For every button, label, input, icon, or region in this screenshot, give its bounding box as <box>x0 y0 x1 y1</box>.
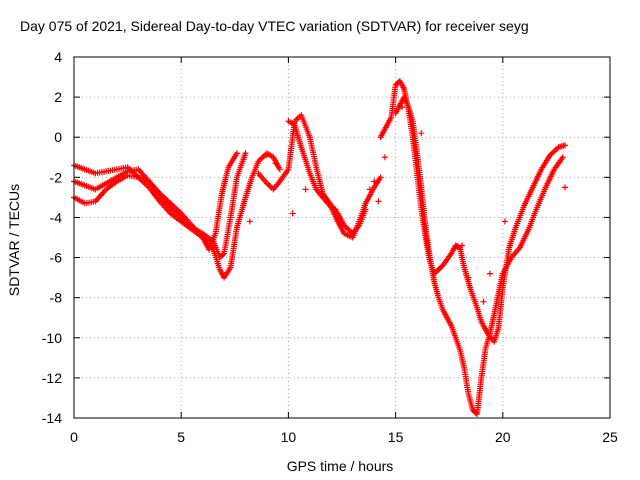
data-point <box>276 166 283 173</box>
data-point <box>332 206 339 213</box>
y-tick-label: -2 <box>50 169 63 185</box>
data-point <box>220 251 227 258</box>
grid-lines <box>74 57 610 418</box>
y-tick-label: -12 <box>42 370 62 386</box>
data-point <box>381 154 388 161</box>
data-points <box>71 78 568 417</box>
data-point <box>561 184 568 191</box>
x-tick-label: 25 <box>602 429 618 445</box>
data-point <box>371 178 378 185</box>
data-point <box>473 409 479 416</box>
y-tick-label: -8 <box>50 290 63 306</box>
data-point <box>366 186 373 193</box>
data-point <box>399 104 406 111</box>
y-tick-label: 2 <box>54 89 62 105</box>
x-axis-label: GPS time / hours <box>286 458 394 474</box>
data-point <box>418 130 425 137</box>
x-tick-label: 0 <box>70 429 78 445</box>
y-tick-label: -10 <box>42 330 62 346</box>
tick-labels: 0 5 10 15 20 25 -14 -12 -10 -8 -6 -4 -2 0 2 4 <box>42 49 618 445</box>
data-point <box>486 270 493 277</box>
y-tick-label: 4 <box>54 49 62 65</box>
axis-ticks <box>73 56 611 419</box>
data-point <box>233 150 240 157</box>
data-point <box>240 202 247 209</box>
data-point <box>272 160 279 167</box>
data-point <box>377 174 384 181</box>
data-point <box>246 218 253 225</box>
plot-frame <box>73 56 611 419</box>
x-tick-label: 5 <box>177 429 185 445</box>
data-point <box>242 150 249 157</box>
y-tick-label: -6 <box>50 250 63 266</box>
data-point <box>375 198 382 205</box>
data-point <box>480 298 487 305</box>
data-point <box>559 154 566 161</box>
y-tick-label: -4 <box>50 209 63 225</box>
chart-title: Day 075 of 2021, Sidereal Day-to-day VTE… <box>20 18 529 34</box>
y-tick-label: 0 <box>54 129 62 145</box>
x-tick-label: 15 <box>388 429 404 445</box>
data-point <box>459 242 466 249</box>
data-point <box>302 186 309 193</box>
x-tick-label: 10 <box>281 429 297 445</box>
data-point <box>561 142 568 149</box>
data-point <box>263 152 270 159</box>
data-point <box>465 274 472 281</box>
y-axis-label: SDTVAR / TECUs <box>6 183 22 297</box>
data-point <box>289 210 296 217</box>
data-point <box>501 218 508 225</box>
y-tick-label: -14 <box>42 410 62 426</box>
x-tick-label: 20 <box>495 429 511 445</box>
